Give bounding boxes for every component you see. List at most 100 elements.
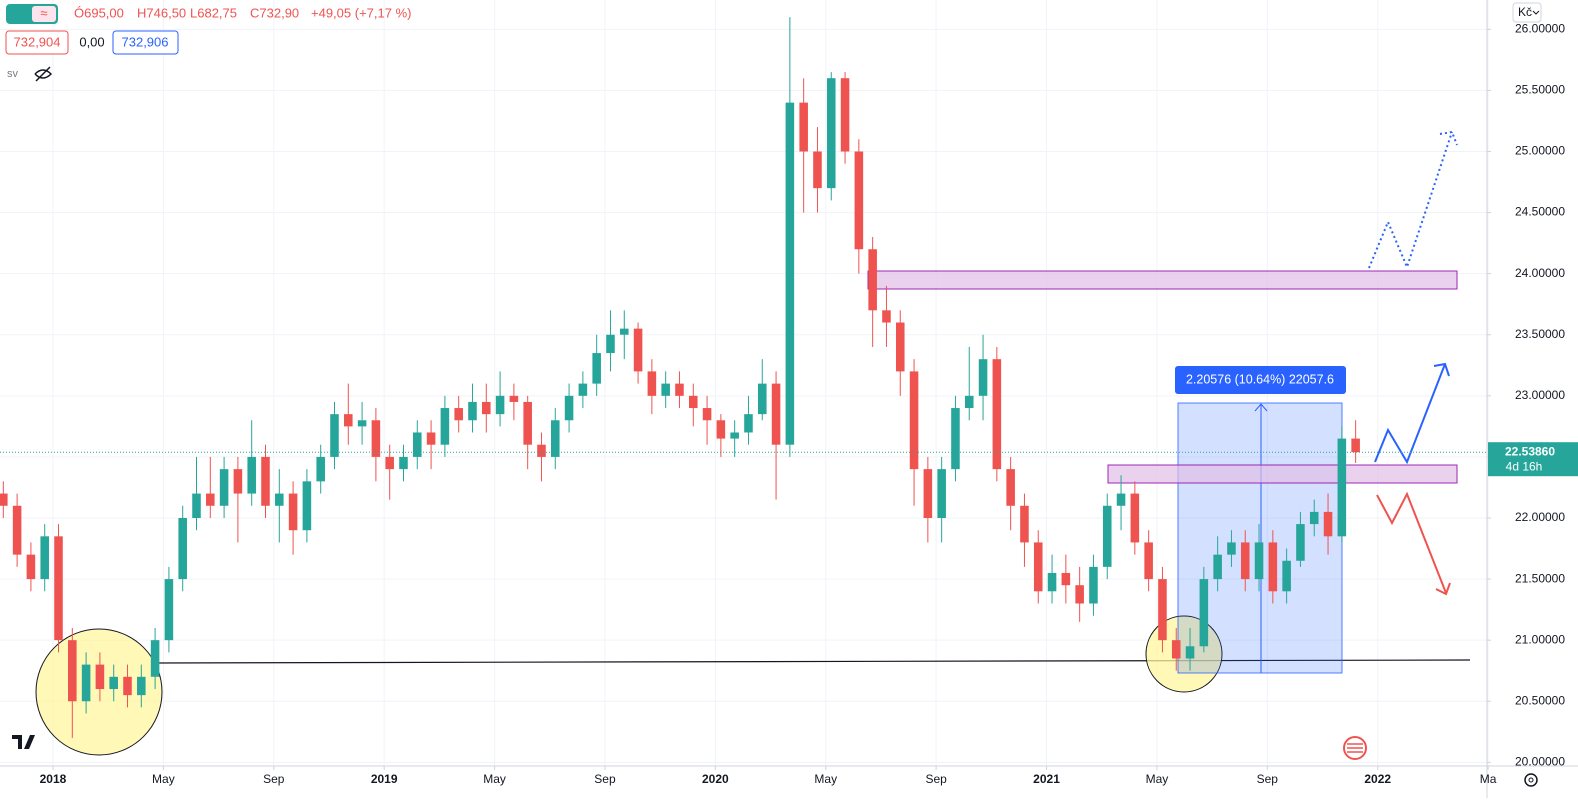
event-flag-stripes: [1347, 743, 1363, 753]
currency-button[interactable]: [1512, 2, 1542, 23]
candle-body: [647, 371, 657, 396]
y-tick-label: 24.00000: [1515, 266, 1565, 280]
candle-body: [537, 444, 546, 457]
candle-body: [1323, 511, 1333, 537]
y-tick-label: 20.00000: [1515, 755, 1565, 769]
candle-body: [357, 420, 367, 427]
candle-body: [123, 676, 132, 696]
candle-body: [1337, 438, 1347, 537]
candle-body: [233, 469, 243, 494]
candle-body: [344, 414, 353, 427]
candle-body: [757, 383, 767, 415]
candle-body: [744, 414, 753, 433]
candle-body: [26, 554, 36, 580]
x-tick-label: Sep: [263, 772, 285, 786]
candle-body: [1158, 579, 1167, 641]
currency-caret: [1532, 10, 1540, 15]
symbol-badge-icon[interactable]: [32, 6, 56, 22]
candle-body: [1185, 646, 1195, 659]
candle-body: [702, 408, 712, 421]
candle-body: [1268, 542, 1278, 592]
candle-body: [826, 78, 836, 189]
x-tick-label: 2021: [1033, 772, 1060, 786]
candle-body: [1144, 542, 1153, 580]
candle-body: [619, 328, 629, 335]
legend-l: L682,75: [190, 5, 237, 20]
candle-body: [1199, 579, 1209, 647]
y-tick-label: 23.50000: [1515, 327, 1565, 341]
candle-body: [482, 401, 491, 415]
candle-body: [799, 102, 808, 152]
candle-body: [468, 401, 477, 421]
bid-price[interactable]: 732,904: [14, 34, 61, 49]
candle-body: [1130, 493, 1140, 543]
y-tick-label: 25.50000: [1515, 83, 1565, 97]
candle-body: [288, 493, 298, 531]
candle-body: [1282, 560, 1291, 592]
candle-body: [1102, 505, 1112, 567]
candle-body: [137, 676, 146, 696]
candle-body: [0, 493, 8, 506]
candle-body: [909, 371, 919, 470]
x-tick-label: 2019: [371, 772, 398, 786]
bid-button[interactable]: [5, 30, 69, 55]
logo-bg: [8, 728, 38, 754]
candle-body: [413, 432, 422, 457]
bear-path: [1376, 491, 1447, 594]
badge-icon: ≈: [40, 5, 47, 20]
target-arrow-head: [1439, 130, 1458, 146]
x-tick-label: May: [814, 772, 837, 786]
x-tick-label: May: [483, 772, 506, 786]
x-tick-label: 2018: [40, 772, 67, 786]
bull-path: [1374, 363, 1446, 465]
candle-body: [1061, 572, 1071, 586]
volume-label: sv: [7, 68, 19, 80]
candle-body: [150, 640, 160, 677]
logo[interactable]: [12, 735, 35, 749]
legend-c: C732,90: [250, 5, 299, 20]
candle-body: [302, 481, 312, 531]
candle-body: [81, 664, 91, 702]
y-tick-label: 24.50000: [1515, 205, 1565, 219]
y-tick-label: 25.00000: [1515, 144, 1565, 158]
candle-body: [840, 78, 850, 152]
measure-label: 2.20576 (10.64%) 22057.6: [1186, 372, 1334, 386]
candle-body: [688, 395, 698, 409]
y-tick-label: 26.00000: [1515, 21, 1565, 35]
countdown: 4d 16h: [1506, 459, 1543, 473]
x-tick-label: 2020: [702, 772, 729, 786]
candle-body: [1227, 542, 1236, 555]
ask-button[interactable]: [112, 30, 179, 55]
candle-body: [164, 579, 174, 641]
candle-body: [316, 456, 325, 482]
candle-body: [937, 469, 946, 518]
bull-arrow-head: [1433, 362, 1450, 377]
support-zone: [1107, 464, 1458, 484]
settings-icon[interactable]: [1524, 773, 1538, 787]
target-path: [1368, 131, 1453, 270]
candle-body: [661, 383, 670, 396]
candle-body: [1240, 542, 1250, 580]
hide-icon[interactable]: [34, 66, 53, 82]
last-price-tag: [1488, 442, 1578, 477]
y-tick-label: 21.50000: [1515, 571, 1565, 585]
candle-body: [40, 536, 49, 580]
currency[interactable]: Kč: [1518, 5, 1532, 19]
candle-body: [440, 408, 450, 445]
candle-body: [716, 420, 726, 439]
measure-arrow-head: [1254, 403, 1268, 412]
candle-body: [606, 334, 615, 354]
candle-body: [1254, 542, 1264, 580]
candle-body: [633, 328, 643, 372]
bear-arrow-head: [1435, 582, 1451, 596]
candle-body: [95, 664, 105, 690]
candle-body: [882, 310, 891, 323]
candle-body: [868, 249, 877, 311]
candle-body: [1213, 554, 1222, 580]
y-tick-label: 20.50000: [1515, 693, 1565, 707]
candle-body: [385, 456, 394, 470]
candle-body: [275, 493, 284, 506]
ask-price[interactable]: 732,906: [122, 34, 169, 49]
candle-body: [592, 353, 601, 384]
